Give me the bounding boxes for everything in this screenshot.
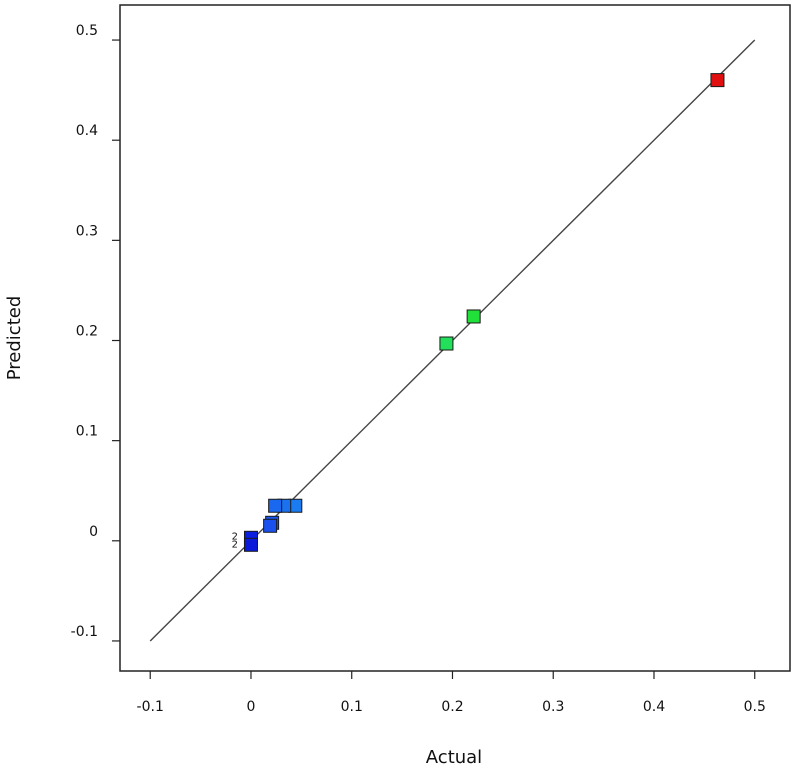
x-tick-label: 0.1	[341, 699, 363, 715]
x-tick-label: 0.5	[744, 699, 766, 715]
x-tick-label: 0	[247, 699, 256, 715]
data-point	[710, 73, 725, 88]
y-axis-label: Predicted	[4, 296, 25, 381]
x-tick-label: -0.1	[137, 699, 164, 715]
data-point	[263, 518, 278, 533]
point-count-label: 2	[232, 539, 238, 550]
point-count-label: 2	[232, 531, 238, 542]
plot-frame	[119, 4, 791, 672]
y-axis-ticks: -0.1 0 0.1 0.2 0.3 0.4 0.5	[71, 23, 120, 642]
x-axis-ticks: -0.1 0 0.1 0.2 0.3 0.4 0.5	[137, 671, 766, 715]
point-count-annotations: 22	[232, 531, 238, 550]
y-tick-label: 0	[89, 524, 98, 540]
x-tick-label: 0.2	[441, 699, 463, 715]
x-tick-label: 0.4	[643, 699, 665, 715]
y-tick-label: 0.2	[76, 324, 98, 340]
x-axis-label: Actual	[426, 747, 482, 768]
data-point	[243, 537, 258, 552]
data-point	[268, 498, 283, 513]
data-points	[243, 73, 725, 552]
y-tick-label: 0.5	[76, 23, 98, 39]
data-point	[466, 309, 481, 324]
y-tick-label: -0.1	[71, 624, 98, 640]
data-point	[439, 336, 454, 351]
y-tick-label: 0.4	[76, 123, 98, 139]
y-tick-label: 0.3	[76, 223, 98, 239]
x-tick-label: 0.3	[542, 699, 564, 715]
y-tick-label: 0.1	[76, 424, 98, 440]
